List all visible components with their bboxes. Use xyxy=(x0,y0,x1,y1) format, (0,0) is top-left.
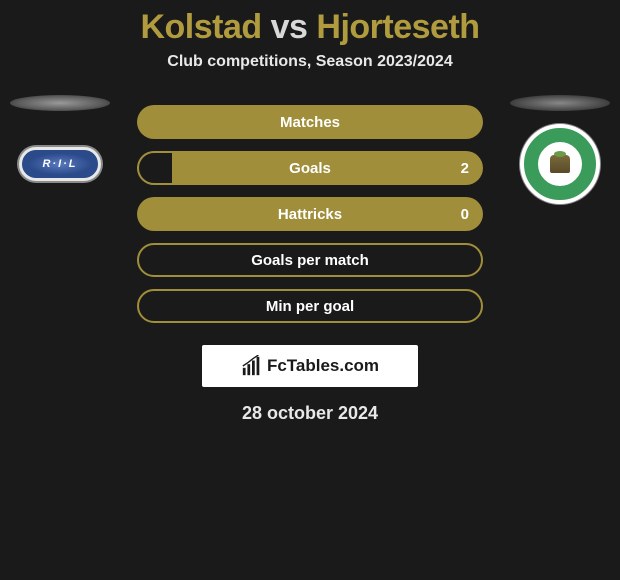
stat-row-goals: Goals 2 xyxy=(137,151,483,185)
ril-crest: R·I·L xyxy=(19,147,101,181)
trophy-icon xyxy=(550,155,570,173)
club-right-column xyxy=(510,95,610,205)
stat-row-goals-per-match: Goals per match xyxy=(137,243,483,277)
sandnes-center xyxy=(539,143,581,185)
stat-row-min-per-goal: Min per goal xyxy=(137,289,483,323)
club-badge-left: R·I·L xyxy=(19,123,101,205)
stat-label: Hattricks xyxy=(278,206,342,223)
stat-label: Matches xyxy=(280,114,340,131)
shadow-ellipse-left xyxy=(10,95,110,111)
ril-crest-text: R·I·L xyxy=(42,158,77,170)
stat-row-matches: Matches xyxy=(137,105,483,139)
watermark: FcTables.com xyxy=(202,345,418,387)
stat-value-right: 2 xyxy=(461,160,469,177)
stat-row-hattricks: Hattricks 0 xyxy=(137,197,483,231)
player1-name: Kolstad xyxy=(140,8,261,46)
infographic-container: Kolstad vs Hjorteseth Club competitions,… xyxy=(0,0,620,424)
subtitle: Club competitions, Season 2023/2024 xyxy=(0,53,620,71)
stat-label: Goals per match xyxy=(251,252,369,269)
stat-rows: Matches Goals 2 Hattricks 0 Goals per ma… xyxy=(137,105,483,323)
shadow-ellipse-right xyxy=(510,95,610,111)
stat-label: Min per goal xyxy=(266,298,354,315)
split-left-fill xyxy=(137,151,172,185)
vs-text: vs xyxy=(271,8,308,46)
date-text: 28 october 2024 xyxy=(0,403,620,424)
page-title: Kolstad vs Hjorteseth xyxy=(0,8,620,47)
club-left-column: R·I·L xyxy=(10,95,110,205)
player2-name: Hjorteseth xyxy=(316,8,479,46)
watermark-text: FcTables.com xyxy=(267,356,379,376)
stats-area: R·I·L Matches Goals 2 xyxy=(0,105,620,323)
chart-icon xyxy=(241,355,263,377)
stat-value-right: 0 xyxy=(461,206,469,223)
stat-label: Goals xyxy=(289,160,331,177)
club-badge-right xyxy=(519,123,601,205)
